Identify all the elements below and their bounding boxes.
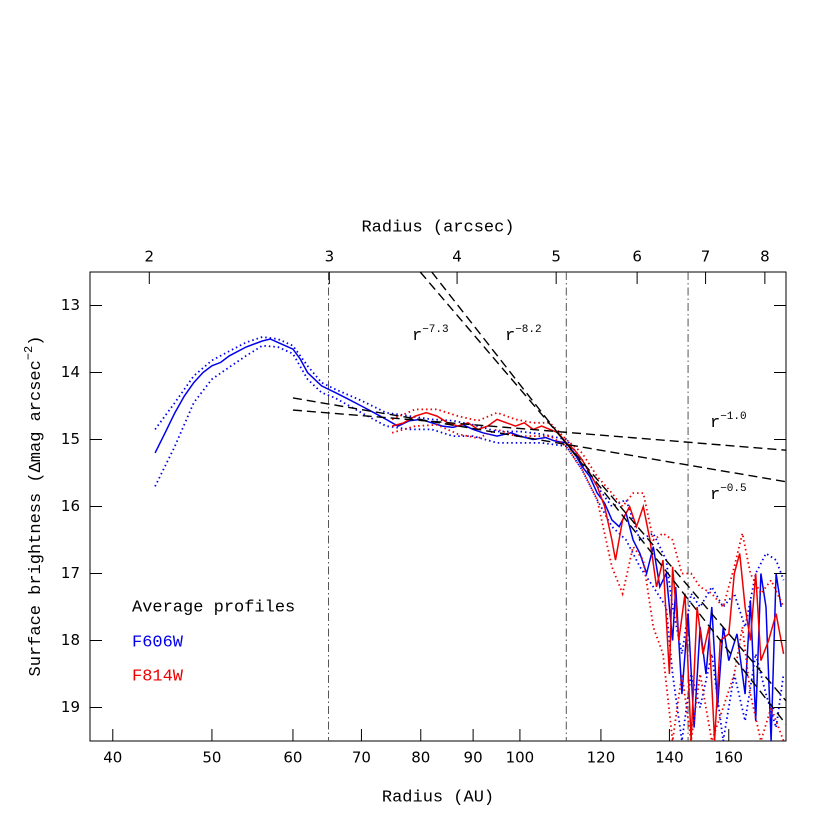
- legend-title: Average profiles: [132, 598, 295, 617]
- x-tick-label: 50: [202, 749, 221, 767]
- fit-label: r−1.0: [710, 411, 747, 434]
- x-tick-label: 160: [714, 749, 743, 767]
- y-tick-label: 13: [61, 296, 80, 314]
- fit-label-base: r: [505, 327, 515, 346]
- y-tick-label: 14: [61, 363, 80, 381]
- x-tick-label: 70: [352, 749, 371, 767]
- fit-label-base: r: [710, 486, 720, 505]
- x-tick-label: 120: [587, 749, 616, 767]
- x2-axis-label: Radius (arcsec): [361, 218, 514, 237]
- x-tick-label: 140: [655, 749, 684, 767]
- fit-label-exponent: −7.3: [422, 324, 448, 336]
- y-tick-label: 17: [61, 564, 80, 582]
- x-tick-label: 80: [411, 749, 430, 767]
- fit-label: r−7.3: [412, 324, 449, 347]
- x2-tick-label: 4: [452, 248, 462, 266]
- plot-frame: [89, 271, 787, 742]
- fit-label-exponent: −8.2: [515, 324, 541, 336]
- y-tick-label: 18: [61, 631, 80, 649]
- y-tick-label: 16: [61, 497, 80, 515]
- legend-entry: F606W: [132, 633, 184, 652]
- fit-label-base: r: [710, 414, 720, 433]
- fit-label-base: r: [412, 327, 422, 346]
- x-tick-label: 100: [506, 749, 535, 767]
- y-label-sup: −2: [22, 346, 36, 360]
- x2-tick-label: 3: [325, 248, 335, 266]
- y-tick-label: 19: [61, 698, 80, 716]
- error-line: [391, 423, 785, 741]
- legend-entry: F814W: [132, 667, 184, 686]
- profile-line: [154, 338, 782, 741]
- fit-line: [419, 272, 786, 702]
- x-tick-label: 40: [103, 749, 122, 767]
- x2-tick-label: 8: [760, 248, 770, 266]
- fit-label-exponent: −1.0: [720, 411, 746, 423]
- fit-line: [292, 409, 786, 451]
- y-label-end: ): [27, 336, 46, 346]
- error-line: [391, 408, 785, 609]
- x2-tick-label: 7: [701, 248, 711, 266]
- fit-label: r−8.2: [505, 324, 542, 347]
- fit-line: [431, 272, 786, 725]
- fit-label-exponent: −0.5: [720, 483, 746, 495]
- x2-tick-label: 6: [632, 248, 642, 266]
- x2-tick-label: 5: [551, 248, 561, 266]
- y-tick-label: 15: [61, 430, 80, 448]
- plot-area: [154, 272, 786, 741]
- y-label-main: Surface brightness (Δmag arcsec: [27, 360, 46, 676]
- y-axis-label: Surface brightness (Δmag arcsec−2): [22, 336, 46, 677]
- fit-label: r−0.5: [710, 483, 747, 506]
- profile-line: [391, 411, 785, 741]
- x-tick-label: 60: [283, 749, 302, 767]
- x-tick-label: 90: [464, 749, 483, 767]
- x-axis-label: Radius (AU): [382, 788, 494, 807]
- x2-tick-label: 2: [145, 248, 155, 266]
